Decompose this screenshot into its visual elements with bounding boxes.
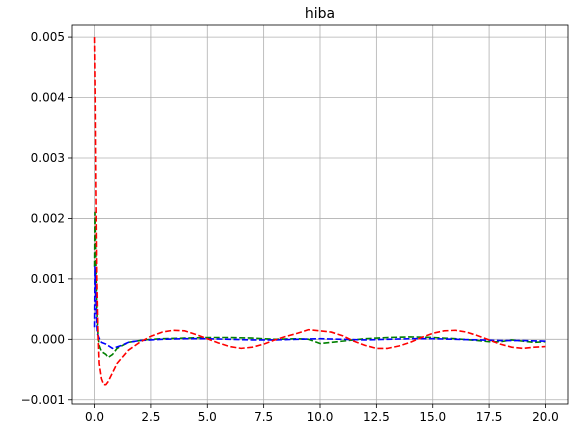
y-tick-label: 0.000 [31,332,65,346]
y-tick-label: 0.002 [31,211,65,225]
x-tick-label: 10.0 [307,410,334,424]
series-layer [93,37,546,386]
series-line-1 [93,211,546,359]
x-tick-label: 0.0 [85,410,104,424]
x-tick-label: 7.5 [254,410,273,424]
x-tick-label: 5.0 [198,410,217,424]
x-tick-label: 12.5 [363,410,390,424]
x-tick-label: 15.0 [419,410,446,424]
x-tick-label: 17.5 [476,410,503,424]
series-line-3 [93,37,546,386]
y-tick-label: 0.005 [31,30,65,44]
axis-ticks: 0.0 2.5 5.0 7.5 10.0 12.5 15.0 17.5 20.0 −0.001 0.… [21,30,559,424]
x-tick-label: 2.5 [141,410,160,424]
x-tick-label: 20.0 [532,410,559,424]
y-tick-label: 0.003 [31,151,65,165]
chart-title: hiba [305,6,335,22]
y-tick-label: 0.001 [31,272,65,286]
y-tick-label: −0.001 [21,393,65,407]
y-tick-label: 0.004 [31,91,65,105]
